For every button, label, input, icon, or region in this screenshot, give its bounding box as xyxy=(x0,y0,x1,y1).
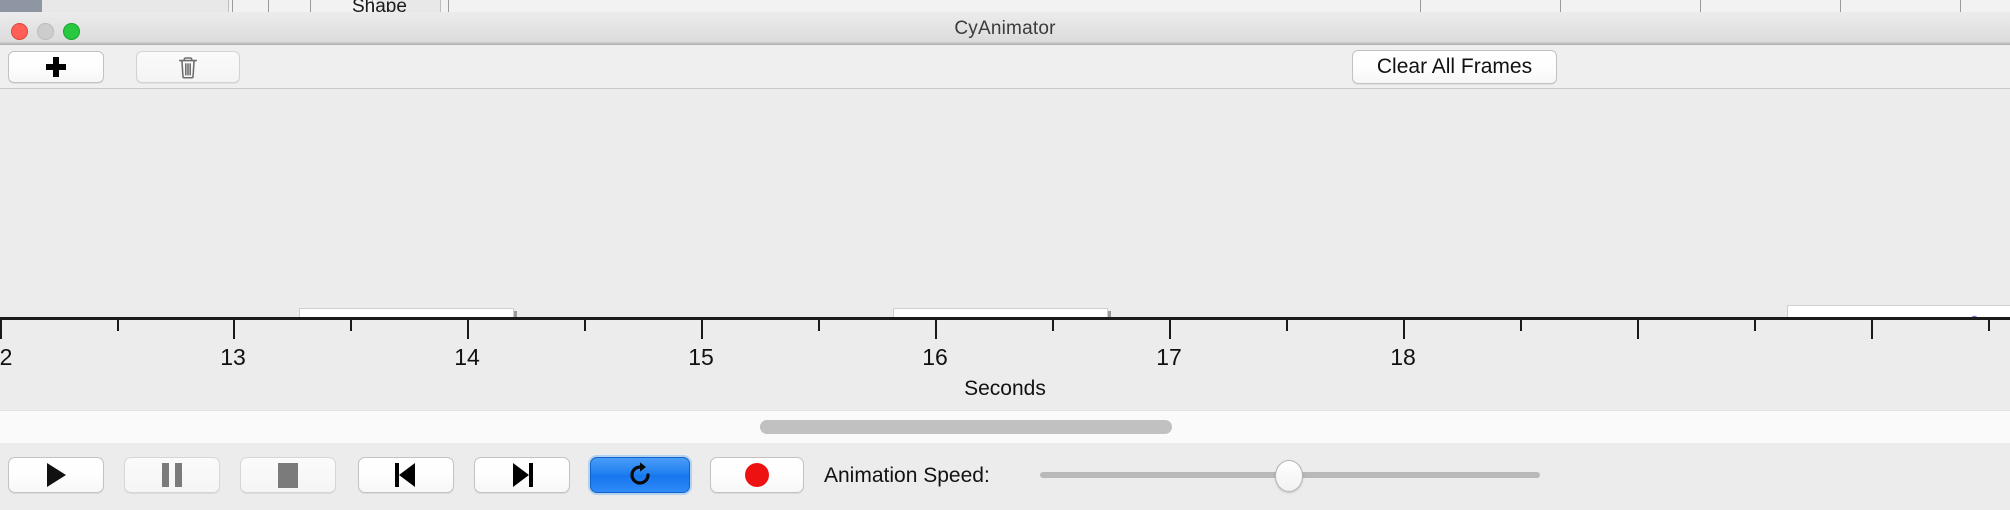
network-thumbnail: MCM1 xyxy=(894,309,1107,317)
axis-tick-label: 13 xyxy=(220,344,246,370)
axis-tick xyxy=(233,320,235,339)
loop-button[interactable] xyxy=(590,457,690,493)
stop-icon xyxy=(278,462,298,488)
plus-icon xyxy=(46,57,66,77)
background-window-label: Shape xyxy=(352,0,407,12)
timeline-frame[interactable]: MCM1 xyxy=(299,308,514,317)
minimize-button[interactable] xyxy=(37,23,54,40)
traffic-light-group xyxy=(11,23,80,40)
axis-tick-minor xyxy=(1988,320,1990,331)
axis-line xyxy=(0,317,2010,320)
playback-control-bar: Animation Speed: xyxy=(0,443,2010,510)
timeline-frame[interactable]: MCM1 xyxy=(1787,305,2010,317)
play-button[interactable] xyxy=(8,457,104,493)
trash-icon xyxy=(178,57,198,79)
play-icon xyxy=(46,463,66,487)
axis-tick-minor xyxy=(117,320,119,331)
loop-icon xyxy=(630,462,650,485)
axis-tick-minor xyxy=(1754,320,1756,331)
axis-tick xyxy=(0,320,2,339)
axis-tick-minor xyxy=(1286,320,1288,331)
axis-tick-label: 2 xyxy=(0,344,13,370)
axis-tick-minor xyxy=(350,320,352,331)
stop-button[interactable] xyxy=(240,457,336,493)
frame-toolbar: Clear All Frames xyxy=(0,45,2010,89)
axis-tick-label: 17 xyxy=(1156,344,1182,370)
axis-tick xyxy=(467,320,469,339)
skip-forward-button[interactable] xyxy=(474,457,570,493)
axis-tick xyxy=(935,320,937,339)
axis-tick-label: 18 xyxy=(1390,344,1416,370)
axis-tick xyxy=(701,320,703,339)
skip-back-button[interactable] xyxy=(358,457,454,493)
timeline-frame[interactable]: MCM1 xyxy=(893,308,1108,317)
axis-tick-label: 15 xyxy=(688,344,714,370)
add-frame-button[interactable] xyxy=(8,51,104,83)
skip-forward-icon xyxy=(511,463,533,487)
axis-tick-minor xyxy=(584,320,586,331)
record-button[interactable] xyxy=(710,457,804,493)
axis-tick-label: 16 xyxy=(922,344,948,370)
pause-icon xyxy=(162,463,182,487)
slider-thumb[interactable] xyxy=(1275,460,1303,492)
timeline-scrollbar[interactable] xyxy=(0,410,2010,444)
scrollbar-thumb[interactable] xyxy=(760,420,1172,434)
axis-title: Seconds xyxy=(964,377,1046,400)
zoom-button[interactable] xyxy=(63,23,80,40)
network-thumbnail: MCM1 xyxy=(1788,306,2010,317)
clear-all-frames-button[interactable]: Clear All Frames xyxy=(1352,50,1557,84)
pause-button[interactable] xyxy=(124,457,220,493)
animation-speed-slider[interactable] xyxy=(1040,457,1540,493)
axis-tick xyxy=(1637,320,1639,339)
skip-back-icon xyxy=(395,463,417,487)
axis-tick-minor xyxy=(818,320,820,331)
close-button[interactable] xyxy=(11,23,28,40)
axis-tick-label: 14 xyxy=(454,344,480,370)
network-thumbnail: MCM1 xyxy=(300,309,513,317)
animation-speed-label: Animation Speed: xyxy=(824,464,990,487)
title-bar: CyAnimator xyxy=(0,12,2010,45)
axis-tick xyxy=(1403,320,1405,339)
axis-tick xyxy=(1871,320,1873,339)
background-window-strip: Shape xyxy=(0,0,2010,12)
axis-tick xyxy=(1169,320,1171,339)
axis-tick-minor xyxy=(1520,320,1522,331)
timeline-axis[interactable]: 2 13 14 15 16 17 18 Seconds xyxy=(0,317,2010,407)
window-title: CyAnimator xyxy=(954,18,1056,39)
timeline-panel[interactable]: MCM1 xyxy=(0,89,2010,317)
delete-frame-button[interactable] xyxy=(136,51,240,83)
record-icon xyxy=(745,463,769,487)
axis-tick-minor xyxy=(1052,320,1054,331)
